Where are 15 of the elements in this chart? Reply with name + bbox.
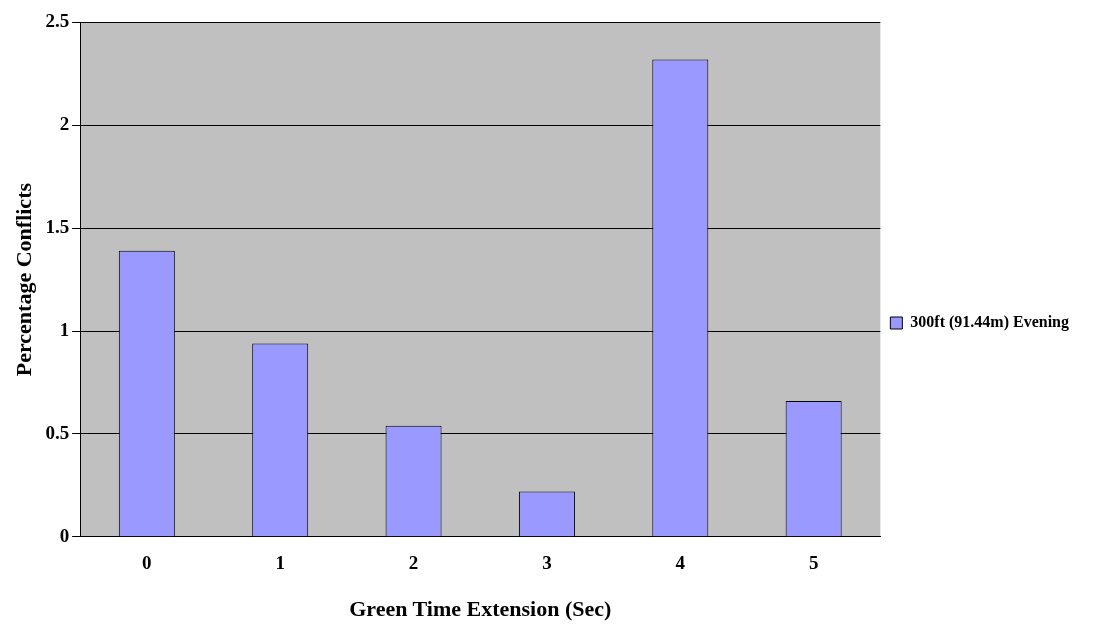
x-tick-label: 5 <box>808 552 819 574</box>
y-tick-label: 2.5 <box>45 10 70 32</box>
y-tick-label: 0 <box>59 524 70 546</box>
legend-label: 300ft (91.44m) Evening <box>910 313 1069 332</box>
x-tick-label: 3 <box>542 552 552 574</box>
y-axis-title: Percentage Conflicts <box>10 182 36 377</box>
x-tick-label: 2 <box>408 552 419 574</box>
x-axis-title: Green Time Extension (Sec) <box>349 596 612 622</box>
x-tick-label: 1 <box>275 552 285 574</box>
y-tick-label: 1.5 <box>45 216 70 238</box>
y-tick-label: 0.5 <box>45 421 70 443</box>
x-tick-label: 0 <box>142 552 152 574</box>
y-tick-label: 1 <box>59 318 70 340</box>
y-tick-label: 2 <box>59 113 70 135</box>
x-tick-label: 4 <box>675 552 686 574</box>
